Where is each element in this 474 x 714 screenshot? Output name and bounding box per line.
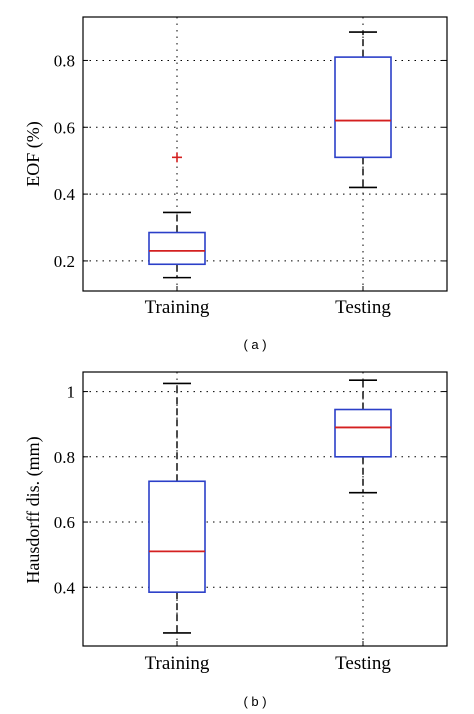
panel-b-training-box — [148, 480, 206, 593]
panel-b-grid — [83, 372, 447, 646]
panel-a-testing-box — [334, 56, 392, 159]
panel-a-xtick-training: Training — [145, 297, 210, 318]
panel-a-grid — [83, 17, 447, 291]
panel-a-ytick-label-0: 0.2 — [54, 252, 75, 271]
panel-b-xtick-training: Training — [145, 653, 210, 674]
panel-a-axes-frame — [82, 16, 448, 292]
panel-b-xtick-testing: Testing — [335, 653, 391, 674]
panel-a: 0.2 0.4 0.6 0.8 Training Testing EOF (%) ( … — [23, 16, 448, 352]
panel-a-ylabel: EOF (%) — [23, 121, 44, 187]
panel-b-ytick-label-3: 1 — [67, 383, 76, 402]
panel-a-yticks: 0.2 0.4 0.6 0.8 — [54, 51, 447, 291]
panel-a-training-outlier-0 — [172, 152, 182, 163]
panel-b-ytick-label-1: 0.6 — [54, 513, 75, 532]
panel-a-xtick-testing: Testing — [335, 297, 391, 318]
panel-a-caption: ( a ) — [243, 337, 266, 352]
panel-a-ytick-label-3: 0.8 — [54, 51, 75, 70]
panel-b-ytick-label-2: 0.8 — [54, 448, 75, 467]
panel-a-marks — [148, 31, 392, 279]
panel-b-caption: ( b ) — [243, 694, 266, 709]
panel-b-axes-frame — [82, 371, 448, 647]
panel-a-ytick-label-2: 0.6 — [54, 118, 75, 137]
panel-b-marks — [148, 379, 392, 634]
panel-b: 0.4 0.6 0.8 1 Training Testing Hausdorff di… — [23, 371, 448, 709]
panel-b-testing-box — [334, 408, 392, 458]
panel-b-yticks: 0.4 0.6 0.8 1 — [54, 383, 447, 646]
panel-b-ylabel: Hausdorff dis. (mm) — [23, 436, 44, 583]
panel-a-ytick-label-1: 0.4 — [54, 185, 76, 204]
panel-b-ytick-label-0: 0.4 — [54, 578, 76, 597]
panel-a-training-box — [148, 231, 206, 266]
